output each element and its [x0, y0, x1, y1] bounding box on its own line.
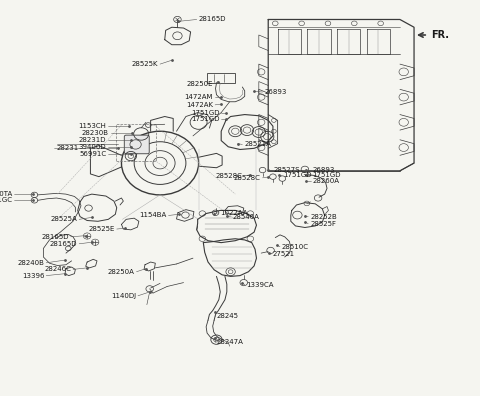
Text: 28245: 28245: [217, 313, 239, 319]
Text: 26893: 26893: [264, 89, 287, 95]
Text: FR.: FR.: [431, 30, 449, 40]
Text: 1140DJ: 1140DJ: [111, 293, 136, 299]
Text: 1540TA: 1540TA: [0, 191, 12, 197]
Text: 1751GD: 1751GD: [191, 110, 219, 116]
Text: 1751GD: 1751GD: [283, 173, 312, 179]
Text: 28528C: 28528C: [234, 175, 261, 181]
Text: 1751GC: 1751GC: [0, 196, 12, 202]
Text: 1339CA: 1339CA: [247, 282, 274, 288]
Text: 28527S: 28527S: [274, 167, 300, 173]
FancyBboxPatch shape: [124, 135, 149, 154]
Text: 28252B: 28252B: [310, 213, 337, 220]
Text: 1751GD: 1751GD: [312, 173, 341, 179]
Text: 28525E: 28525E: [88, 226, 115, 232]
Text: 27521: 27521: [273, 251, 295, 257]
Text: 1751GD: 1751GD: [191, 116, 219, 122]
Text: 26893: 26893: [312, 167, 335, 173]
Text: 28528C: 28528C: [216, 173, 243, 179]
Text: 1472AK: 1472AK: [186, 102, 213, 108]
Text: 28230B: 28230B: [82, 130, 109, 136]
Text: 28231D: 28231D: [79, 137, 107, 143]
Text: 1154BA: 1154BA: [139, 213, 167, 219]
Text: 28525A: 28525A: [50, 216, 77, 222]
Text: 1472AM: 1472AM: [185, 94, 213, 100]
Text: 1022AA: 1022AA: [221, 210, 248, 216]
Text: 28525F: 28525F: [310, 221, 336, 227]
Text: 28165D: 28165D: [41, 234, 69, 240]
Text: 28165D: 28165D: [50, 241, 77, 247]
Text: 28246C: 28246C: [44, 267, 71, 272]
Text: 28521A: 28521A: [244, 141, 271, 147]
Text: 1153CH: 1153CH: [79, 123, 107, 129]
Text: 28231: 28231: [56, 145, 78, 150]
Text: 28510C: 28510C: [282, 244, 309, 249]
Text: 56991C: 56991C: [79, 151, 107, 157]
Text: 28540A: 28540A: [232, 213, 259, 220]
Text: 28525K: 28525K: [132, 61, 158, 67]
Text: 28250A: 28250A: [108, 269, 134, 275]
Text: 39400D: 39400D: [79, 144, 107, 150]
Text: 28250E: 28250E: [187, 80, 213, 86]
Text: 28165D: 28165D: [199, 17, 226, 23]
Text: 28240B: 28240B: [17, 260, 44, 266]
Text: 13396: 13396: [22, 272, 44, 279]
Text: 28247A: 28247A: [217, 339, 244, 345]
Text: 28260A: 28260A: [312, 177, 339, 183]
